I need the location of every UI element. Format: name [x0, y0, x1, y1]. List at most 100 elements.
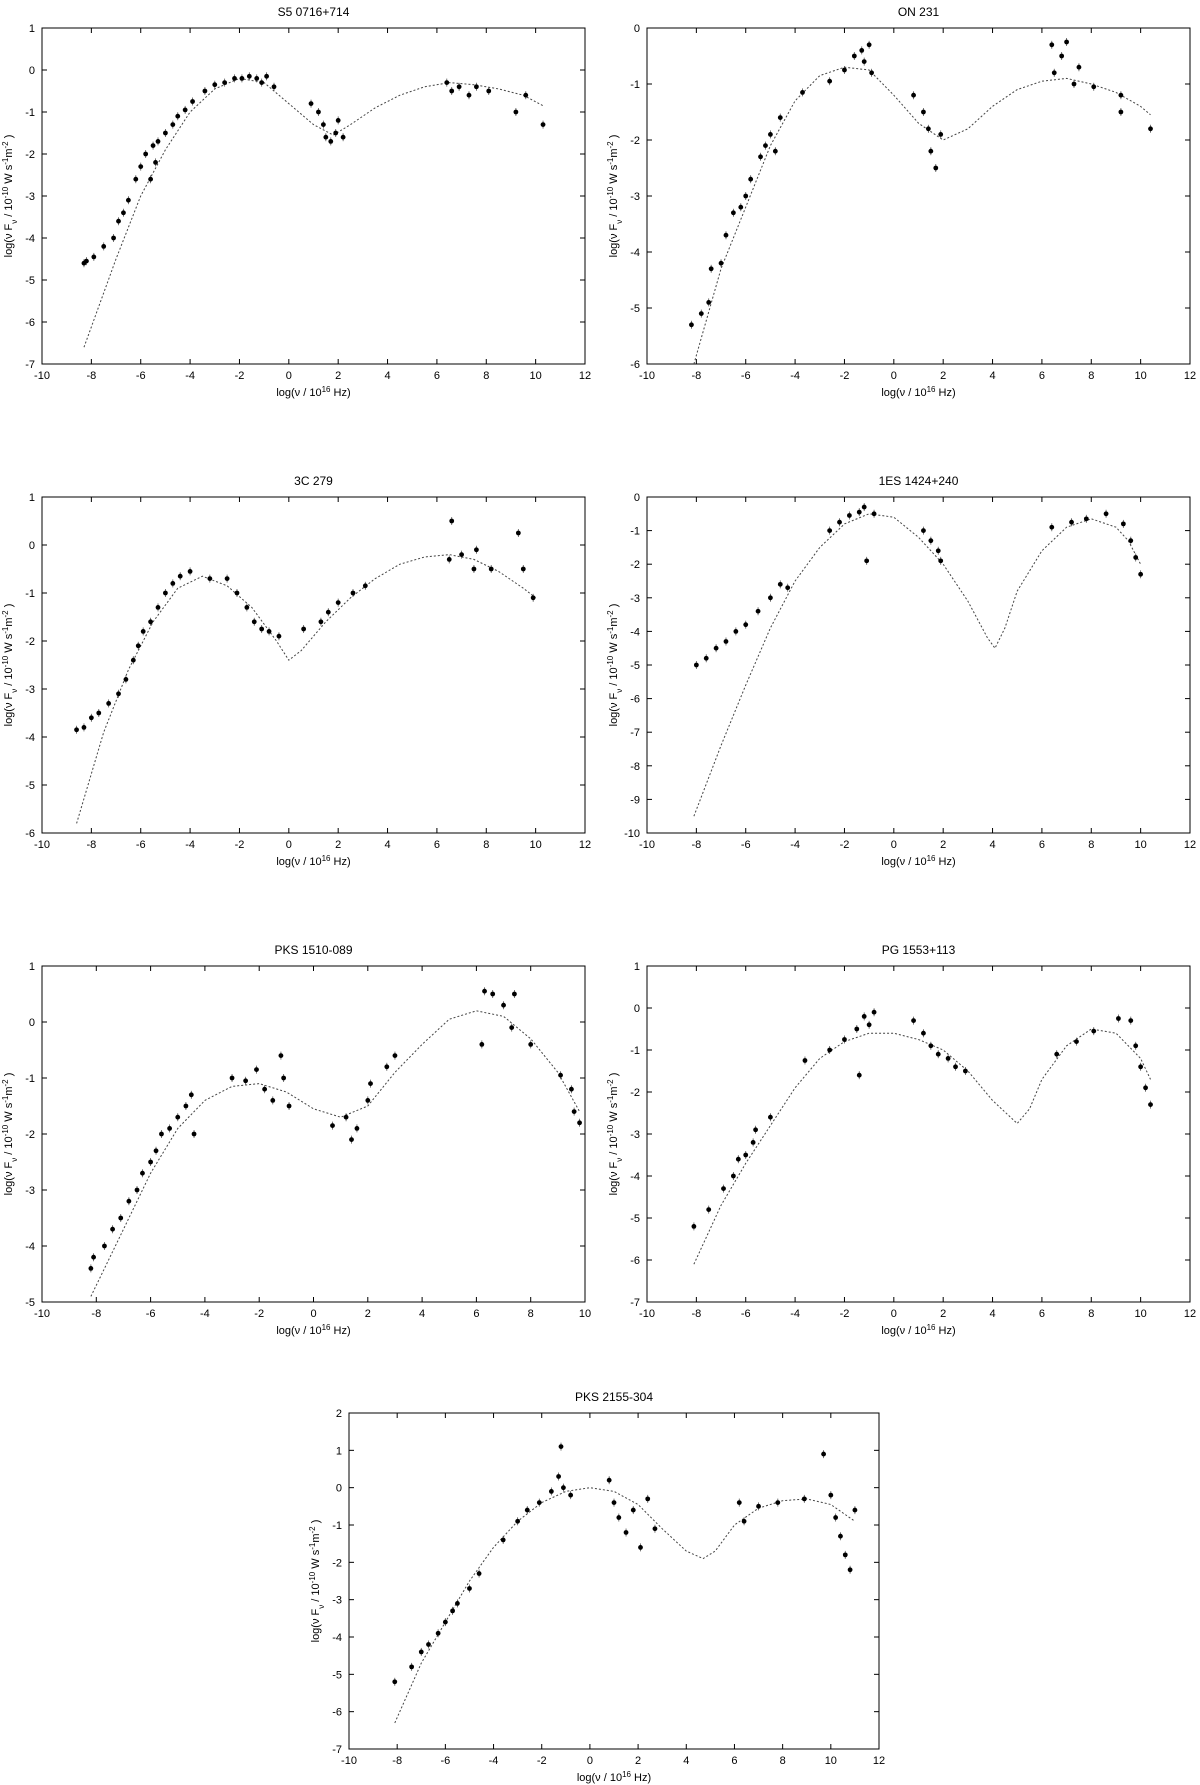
x-tick-label: -8 [691, 839, 701, 851]
data-point [777, 581, 783, 587]
x-tick-label: 12 [579, 370, 591, 382]
y-tick-label: -1 [630, 526, 640, 538]
data-point [713, 645, 719, 651]
data-point [568, 1492, 574, 1498]
data-point [861, 59, 867, 64]
data-point [362, 583, 368, 589]
data-point [571, 1109, 577, 1114]
data-point [758, 154, 763, 160]
data-point [276, 633, 282, 639]
data-point [1091, 1028, 1097, 1034]
data-point [490, 991, 496, 997]
y-tick-label: -10 [624, 828, 640, 840]
data-point [153, 160, 158, 165]
chart-title: 3C 279 [294, 474, 333, 488]
data-point [928, 1043, 934, 1049]
chart-panel: S5 0716+714-10 -8 -6 -4 -2 0 2 4 6 8 10 12-7-6-5-4-… [1, 5, 592, 399]
x-axis-label: log(ν / 1016 Hz) [276, 385, 350, 400]
x-tick-label: 2 [940, 370, 946, 382]
data-point [476, 1571, 482, 1576]
x-tick-label: -4 [185, 839, 195, 851]
data-point [741, 1518, 747, 1524]
data-point [133, 176, 139, 182]
plot-frame [41, 496, 586, 834]
x-tick-label: -10 [34, 1308, 50, 1320]
data-point [1133, 1043, 1139, 1049]
data-point [1054, 1051, 1060, 1057]
y-tick-label: -2 [25, 1129, 35, 1141]
data-point [343, 1114, 349, 1120]
data-point [768, 132, 773, 137]
data-point [540, 122, 546, 127]
data-point [1071, 81, 1077, 87]
chart-title: PKS 1510-089 [274, 943, 352, 957]
data-point [175, 1114, 181, 1120]
data-point [928, 538, 934, 544]
data-point [530, 595, 536, 601]
plot-frame [41, 27, 586, 365]
data-point [116, 691, 121, 697]
data-point [630, 1507, 636, 1513]
x-tick-label: -8 [86, 839, 96, 851]
y-tick-label: -5 [630, 1213, 640, 1225]
data-point [148, 176, 154, 182]
data-point [837, 519, 842, 525]
x-tick-label: 8 [1088, 370, 1094, 382]
y-tick-label: 0 [634, 1003, 640, 1015]
x-tick-label: -2 [840, 839, 850, 851]
data-point [638, 1545, 643, 1550]
data-point [333, 130, 339, 136]
data-point [1128, 538, 1134, 544]
data-point [548, 1489, 554, 1494]
data-point [435, 1630, 441, 1636]
y-tick-label: -4 [332, 1632, 342, 1644]
data-point [308, 101, 314, 106]
y-tick-label: -6 [630, 694, 640, 706]
data-point [945, 1056, 951, 1061]
data-point [262, 1086, 268, 1092]
data-point [921, 528, 926, 533]
chart-panel: 1ES 1424+240-10 -8 -6 -4 -2 0 2 4 6 8 10 12-10-9-8-… [606, 474, 1197, 868]
x-tick-label: -2 [235, 839, 245, 851]
data-point [763, 143, 768, 149]
x-tick-label: 2 [365, 1308, 371, 1320]
data-point [827, 528, 833, 533]
x-tick-label: -6 [136, 370, 146, 382]
data-point [365, 1098, 371, 1103]
data-point [800, 90, 805, 95]
data-point [466, 92, 472, 98]
data-point [703, 655, 709, 661]
data-point [224, 576, 230, 581]
x-tick-label: -8 [91, 1308, 101, 1320]
y-tick-label: -7 [25, 359, 35, 371]
plot-frame [646, 965, 1191, 1303]
data-point [450, 1608, 455, 1614]
data-point [222, 80, 228, 85]
y-tick-label: 1 [29, 23, 35, 35]
data-point [777, 115, 783, 120]
data-point [170, 122, 176, 127]
data-point [449, 518, 455, 524]
data-point [866, 1022, 872, 1028]
data-point [501, 1002, 506, 1008]
x-tick-label: 6 [1039, 370, 1045, 382]
data-point [1091, 84, 1097, 90]
data-point [1076, 64, 1082, 70]
x-tick-label: 12 [579, 839, 591, 851]
y-tick-label: -3 [25, 191, 35, 203]
data-point [827, 1047, 833, 1053]
model-curve [693, 1028, 1151, 1265]
data-point [756, 1503, 761, 1509]
y-tick-label: -4 [630, 1171, 640, 1183]
y-tick-label: -2 [630, 135, 640, 147]
data-point [486, 88, 492, 94]
data-point [456, 84, 462, 90]
data-point [188, 1092, 194, 1098]
y-tick-label: -3 [25, 1185, 35, 1197]
data-point [509, 1025, 515, 1030]
x-tick-label: 4 [989, 370, 995, 382]
data-point [488, 566, 494, 572]
x-tick-label: 10 [825, 1755, 837, 1767]
data-point [392, 1053, 398, 1058]
data-point [167, 1126, 173, 1131]
